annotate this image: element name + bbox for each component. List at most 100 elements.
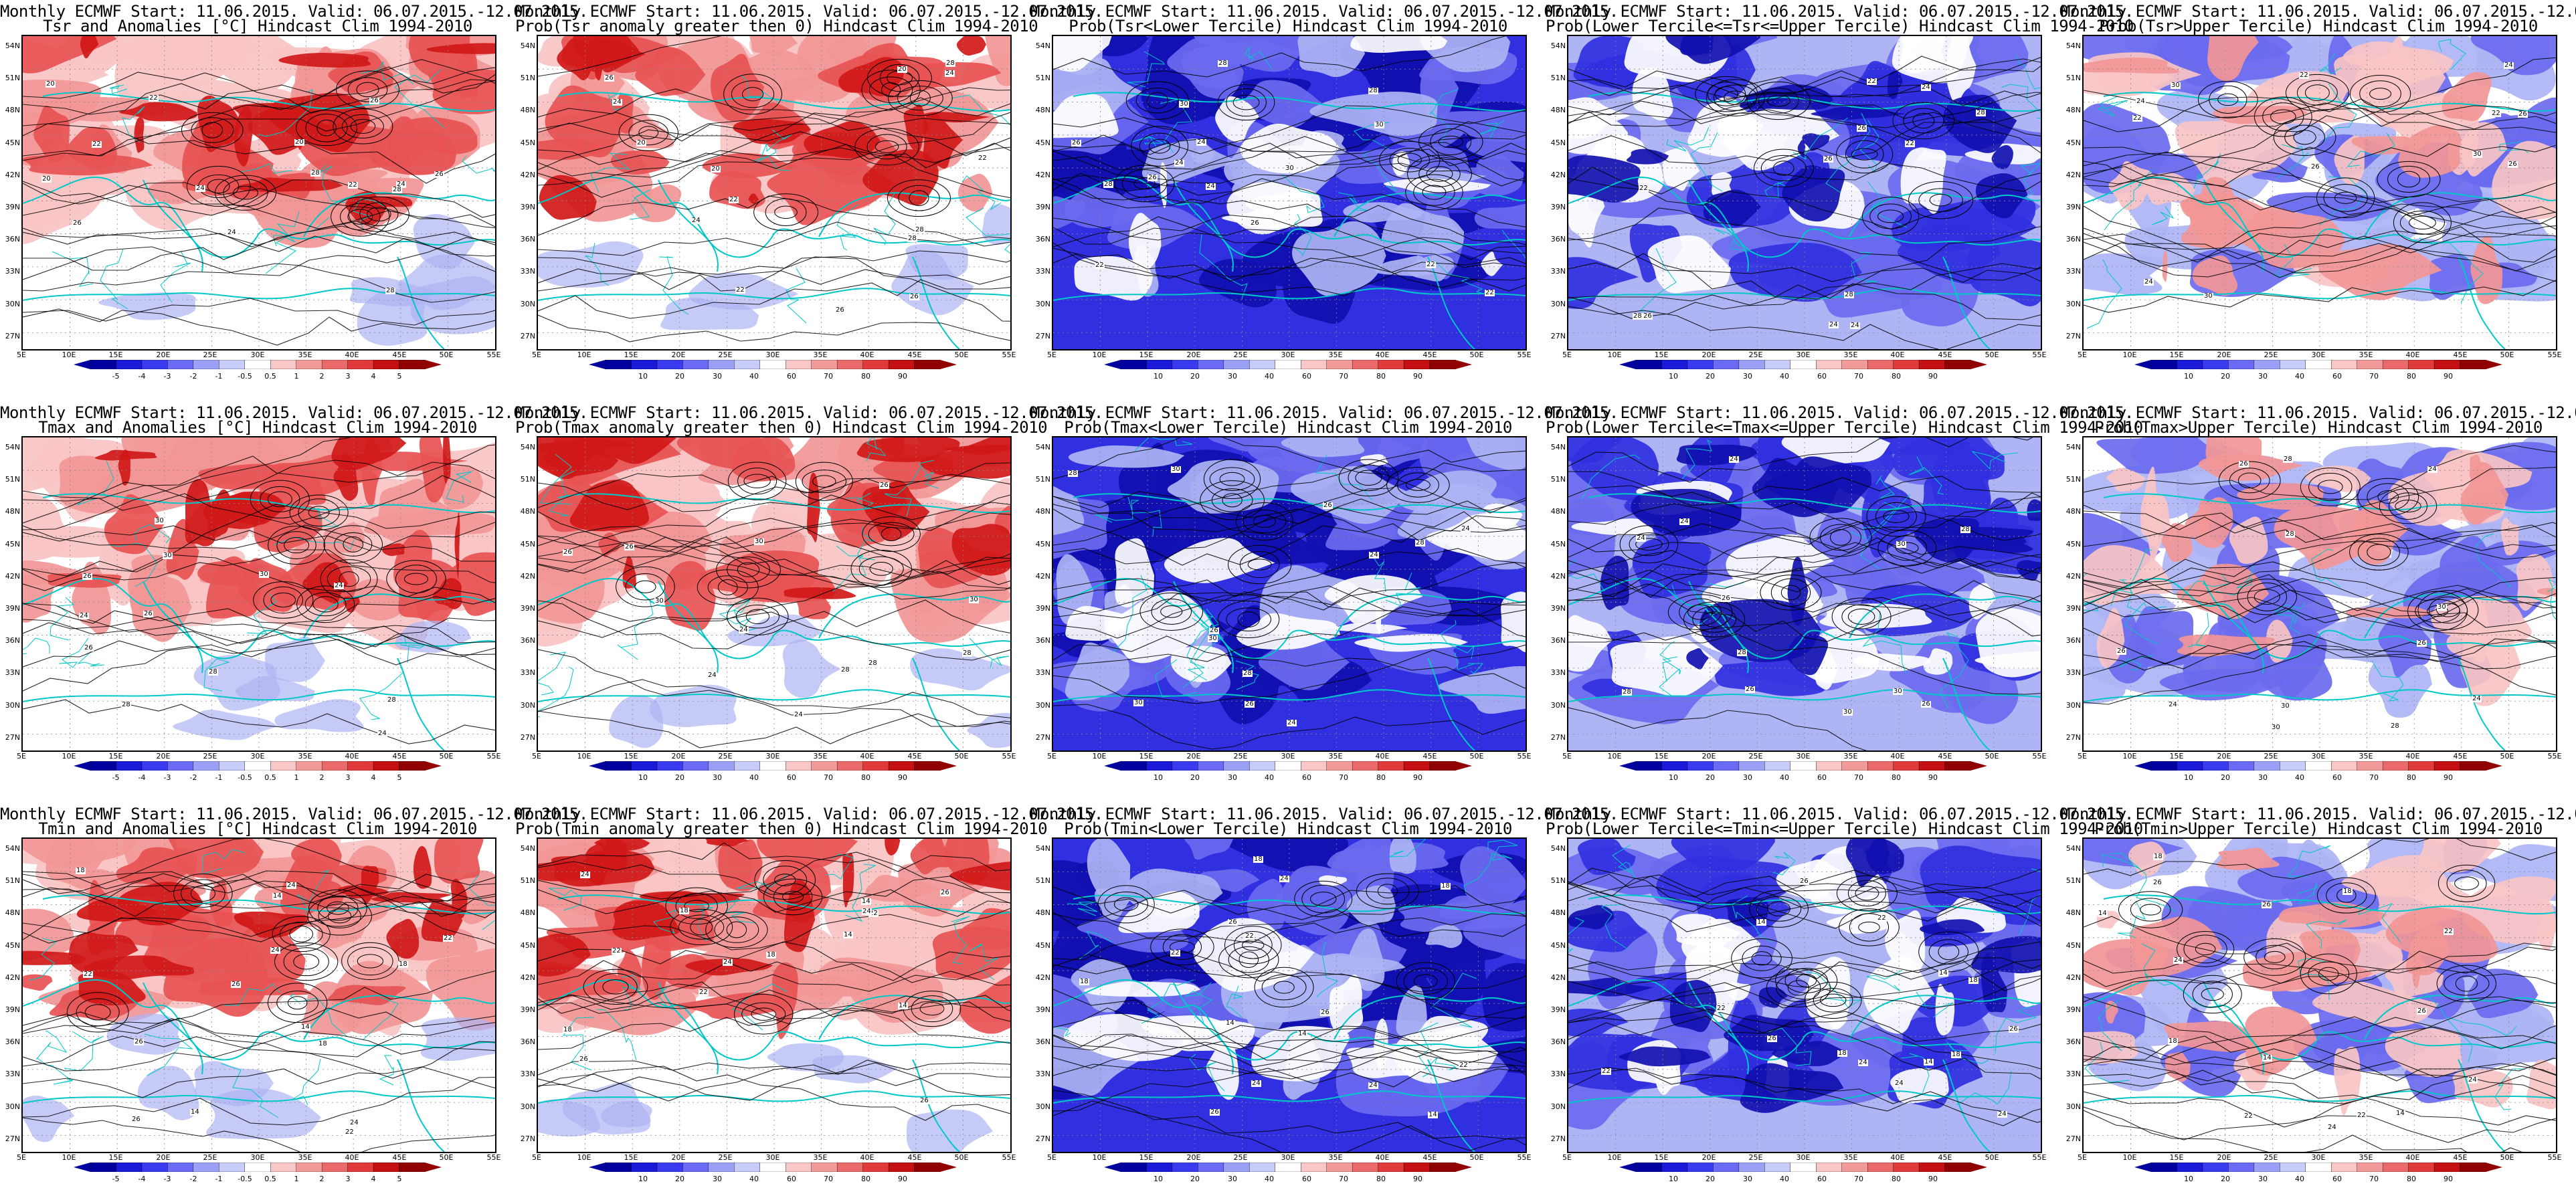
probability-field-area [1680, 36, 1714, 56]
latitude-label: 39N [2065, 1005, 2081, 1014]
temperature-contour [887, 179, 951, 217]
temperature-contour [538, 88, 1010, 140]
map-canvas: 24 24 24 22 22 22 26 26 26 28 28 28 [1567, 35, 2042, 350]
temperature-contour [1237, 611, 1260, 627]
probability-field-area [2189, 177, 2243, 249]
longitude-label: 20E [2217, 350, 2231, 359]
probability-field-area [134, 117, 145, 153]
temperature-contour [341, 942, 399, 981]
contour-label: 26 [624, 543, 634, 550]
temperature-contour [23, 617, 495, 692]
latitude-label: 54N [2065, 443, 2081, 452]
latitude-label: 36N [520, 636, 535, 645]
probability-field-area [23, 839, 138, 867]
temperature-contour [1568, 559, 2041, 589]
temperature-contour [327, 901, 349, 915]
temperature-contour [1053, 105, 1526, 144]
contour-label: 28 [1633, 312, 1643, 320]
probability-field-area [767, 142, 897, 225]
country-border [1867, 181, 1908, 228]
map-panel-tsr-mid: Monthly ECMWF Start: 11.06.2015. Valid: … [1546, 0, 2134, 401]
temperature-contour [538, 256, 1010, 322]
coastline [2203, 581, 2264, 674]
country-border [1079, 930, 1113, 960]
country-border [290, 1058, 321, 1106]
contour-label: 26 [2152, 879, 2163, 886]
temperature-contour [2444, 971, 2490, 996]
temperature-contour [181, 879, 225, 908]
temperature-contour [1148, 138, 1171, 154]
probability-field-area [959, 975, 1010, 1034]
latitude-label: 51N [1035, 74, 1050, 82]
temperature-contour [2377, 161, 2441, 197]
probability-field-area [413, 845, 432, 889]
colorbar-swatch [219, 761, 246, 771]
probability-field-area [957, 173, 993, 212]
temperature-contour [272, 916, 331, 952]
country-border [2104, 169, 2153, 231]
longitude-label: 50E [954, 1153, 969, 1162]
probability-field-area [906, 1109, 994, 1152]
map-canvas: 18 18 18 14 14 14 22 22 22 24 24 24 26 26 26 [1052, 837, 1527, 1153]
colorbar [1619, 761, 1987, 771]
colorbar-swatch [1198, 761, 1224, 771]
map-canvas: 18 18 18 14 14 14 22 22 22 24 24 24 26 26 26 [21, 837, 496, 1153]
country-border [2098, 998, 2122, 1051]
contour-label: 24 [227, 229, 237, 236]
colorbar-swatch [167, 761, 194, 771]
colorbar-swatch [141, 761, 169, 771]
probability-field-area [1281, 437, 1365, 458]
colorbar-tick-label: 80 [861, 372, 870, 381]
panel-title: Monthly ECMWF Start: 11.06.2015. Valid: … [2061, 3, 2576, 34]
temperature-contour [316, 119, 337, 136]
longitude-label: 30E [250, 350, 265, 359]
colorbar-swatch [2202, 1163, 2229, 1172]
temperature-contour [2084, 574, 2556, 611]
colorbar-swatch [759, 360, 786, 369]
longitude-label: 40E [1890, 1153, 1905, 1162]
colorbar-swatch [321, 360, 349, 369]
temperature-contour [919, 1002, 945, 1016]
colorbar-swatch [811, 761, 838, 771]
temperature-contour [1760, 575, 1822, 611]
country-border [2547, 578, 2556, 620]
latitude-label: 33N [1035, 267, 1050, 276]
temperature-contour [1377, 884, 1398, 899]
colorbar-tick-label: 20 [2221, 1175, 2230, 1183]
coastline [1427, 658, 1475, 750]
temperature-contour [1135, 88, 1179, 114]
temperature-contour [743, 474, 771, 488]
longitude-label: 40E [860, 752, 875, 761]
temperature-contour [538, 279, 1010, 319]
longitude-label: 35E [298, 752, 312, 761]
temperature-contour [181, 112, 244, 148]
temperature-contour [1133, 177, 1156, 190]
temperature-contour [186, 165, 251, 207]
temperature-contour [2084, 504, 2556, 560]
colorbar-tick-label: 30 [1743, 773, 1752, 782]
contour-label: 30 [1843, 708, 1853, 716]
probability-field-area [1662, 146, 1700, 191]
temperature-contour [1053, 913, 1526, 944]
contour-label: 22 [1245, 932, 1255, 940]
contour-label: 18 [1079, 978, 1089, 985]
temperature-contour [84, 1004, 111, 1021]
temperature-contour [782, 890, 804, 903]
colorbar-tick-label: 0.5 [264, 372, 276, 381]
temperature-contour [538, 1060, 1010, 1076]
contour-label: 26 [134, 1038, 144, 1045]
longitude-label: 10E [62, 752, 76, 761]
colorbar-tick-label: 80 [2407, 372, 2416, 381]
probability-field-area [1887, 71, 1903, 100]
temperature-contour [1053, 548, 1526, 602]
temperature-contour [1706, 79, 1765, 116]
country-border [2347, 132, 2395, 167]
latitude-label: 51N [520, 475, 535, 484]
temperature-contour [274, 942, 339, 981]
longitude-label: 35E [813, 1153, 828, 1162]
temperature-contour [1053, 491, 1526, 541]
longitude-label: 35E [1843, 752, 1858, 761]
temperature-contour [267, 491, 292, 508]
contour-label: 28 [2390, 722, 2400, 730]
latitude-label: 45N [520, 540, 535, 548]
